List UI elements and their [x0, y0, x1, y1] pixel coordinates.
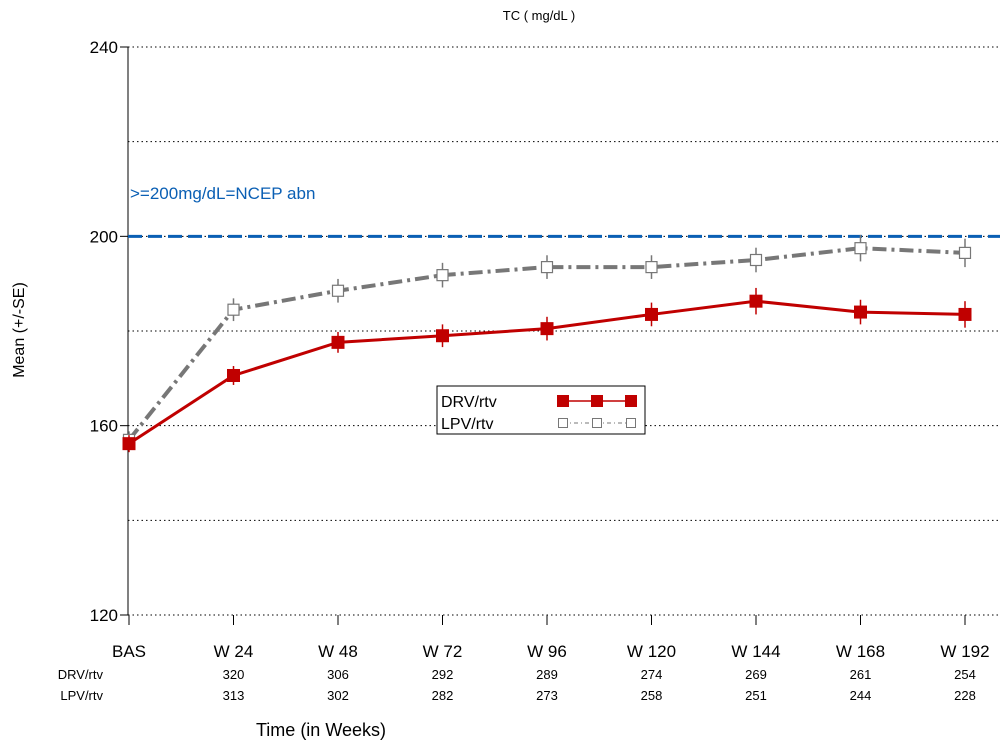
data-point — [331, 335, 345, 349]
data-point — [227, 368, 240, 382]
legend-box — [436, 385, 646, 435]
at-risk-row-label: DRV/rtv — [58, 667, 104, 682]
x-axis-label: Time (in Weeks) — [256, 720, 386, 740]
x-tick-label: W 144 — [731, 642, 780, 661]
data-point — [540, 261, 554, 274]
at-risk-count: 292 — [432, 667, 454, 682]
legend-marker — [626, 418, 636, 428]
at-risk-count: 320 — [223, 667, 245, 682]
at-risk-count: 306 — [327, 667, 349, 682]
data-point — [854, 305, 867, 319]
reference-line-group: >=200mg/dL=NCEP abn — [128, 184, 1000, 238]
at-risk-count: 269 — [745, 667, 767, 682]
at-risk-count: 273 — [536, 688, 558, 703]
data-point — [958, 307, 972, 321]
axes — [120, 46, 966, 625]
at-risk-row-label: LPV/rtv — [60, 688, 103, 703]
legend-marker — [558, 418, 568, 428]
data-point — [227, 303, 240, 316]
at-risk-count: 254 — [954, 667, 976, 682]
data-point — [122, 437, 136, 451]
at-risk-count: 302 — [327, 688, 349, 703]
legend-marker — [592, 418, 602, 428]
legend-marker — [625, 395, 637, 407]
at-risk-count: 289 — [536, 667, 558, 682]
y-tick-label: 200 — [90, 227, 118, 246]
at-risk-count: 261 — [850, 667, 872, 682]
y-axis-label: Mean (+/-SE) — [11, 282, 28, 378]
legend-marker — [557, 395, 569, 407]
y-tick-label: 160 — [90, 417, 118, 436]
data-point — [749, 253, 763, 267]
at-risk-table: DRV/rtv 320 306 292 289 274 269 261 254 LPV/rtv 31… — [58, 667, 976, 703]
legend-label: DRV/rtv — [441, 394, 497, 411]
data-point — [331, 284, 345, 297]
at-risk-count: 274 — [641, 667, 663, 682]
series-DRV/rtv — [122, 287, 972, 453]
x-tick-labels: BAS W 24 W 48 W 72 W 96 W 120 W 144 W 168 W 192 — [112, 642, 990, 661]
x-tick-label: BAS — [112, 642, 146, 661]
chart-title: TC ( mg/dL ) — [503, 8, 575, 23]
data-point — [540, 322, 554, 336]
x-tick-label: W 168 — [836, 642, 885, 661]
x-tick-label: W 48 — [318, 642, 358, 661]
series-LPV/rtv — [122, 234, 972, 449]
legend: DRV/rtv LPV/rtv — [436, 385, 646, 435]
x-tick-label: W 72 — [423, 642, 463, 661]
legend-marker — [591, 395, 603, 407]
data-point — [645, 307, 658, 321]
at-risk-count: 313 — [223, 688, 245, 703]
legend-label: LPV/rtv — [441, 416, 493, 433]
at-risk-count: 258 — [641, 688, 663, 703]
x-tick-label: W 192 — [940, 642, 989, 661]
at-risk-count: 282 — [432, 688, 454, 703]
reference-line-label: >=200mg/dL=NCEP abn — [130, 184, 315, 203]
at-risk-count: 228 — [954, 688, 976, 703]
data-point — [749, 294, 763, 308]
x-tick-label: W 120 — [627, 642, 676, 661]
data-point — [958, 246, 972, 259]
y-tick-label: 240 — [90, 38, 118, 57]
series-group — [122, 234, 972, 453]
gridlines — [128, 46, 1000, 616]
x-tick-label: W 96 — [527, 642, 567, 661]
at-risk-count: 244 — [850, 688, 872, 703]
data-point — [436, 329, 449, 343]
data-point — [645, 261, 658, 274]
x-tick-label: W 24 — [214, 642, 254, 661]
data-point — [436, 269, 449, 282]
y-tick-labels: 120 160 200 240 — [90, 38, 118, 625]
y-tick-label: 120 — [90, 606, 118, 625]
data-point — [854, 242, 867, 255]
at-risk-count: 251 — [745, 688, 767, 703]
series-line — [127, 246, 966, 442]
